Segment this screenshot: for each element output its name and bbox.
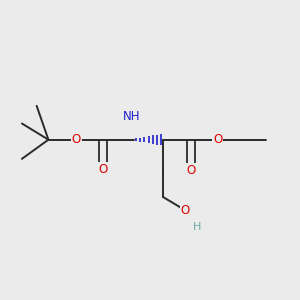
Text: O: O	[98, 163, 107, 176]
Text: O: O	[181, 204, 190, 217]
Text: NH: NH	[123, 110, 140, 123]
Text: O: O	[213, 133, 222, 146]
Text: O: O	[72, 133, 81, 146]
Text: O: O	[187, 164, 196, 177]
Text: H: H	[193, 222, 201, 232]
